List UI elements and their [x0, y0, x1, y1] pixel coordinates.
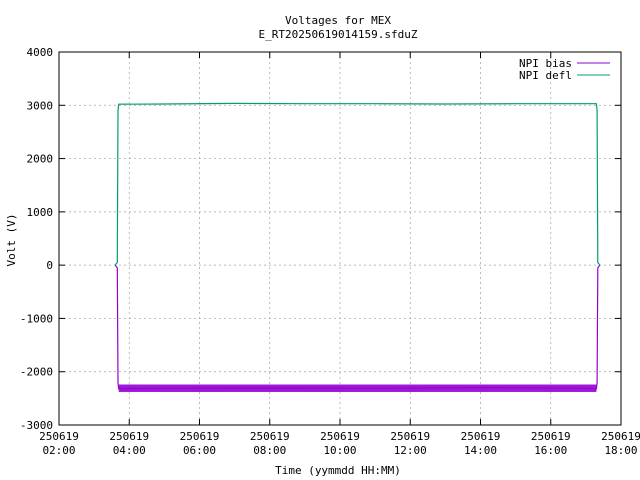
legend-label-npi-bias: NPI bias — [519, 57, 572, 70]
y-tick-label: 1000 — [27, 206, 54, 219]
x-axis-label: Time (yymmdd HH:MM) — [275, 464, 401, 477]
x-tick-label-time: 02:00 — [42, 444, 75, 457]
series-line-npi-bias — [114, 264, 601, 390]
x-tick-label-date: 250619 — [39, 430, 79, 443]
y-tick-label: 0 — [46, 259, 53, 272]
legend-label-npi-defl: NPI defl — [519, 69, 572, 82]
series-line-npi-defl — [114, 102, 601, 266]
x-tick-label-time: 16:00 — [534, 444, 567, 457]
x-tick-label-date: 250619 — [320, 430, 360, 443]
x-tick-label-time: 06:00 — [183, 444, 216, 457]
x-tick-label-time: 14:00 — [464, 444, 497, 457]
grid-layer — [59, 52, 621, 425]
y-tick-label: -3000 — [20, 419, 53, 432]
series-layer — [114, 102, 601, 392]
chart-subtitle: E_RT20250619014159.sfduZ — [259, 28, 418, 41]
x-tick-label-time: 08:00 — [253, 444, 286, 457]
x-tick-label-time: 04:00 — [113, 444, 146, 457]
x-tick-label-date: 250619 — [180, 430, 220, 443]
x-tick-label-date: 250619 — [250, 430, 290, 443]
x-tick-label-date: 250619 — [531, 430, 571, 443]
y-tick-label: -2000 — [20, 366, 53, 379]
x-tick-label-time: 12:00 — [394, 444, 427, 457]
x-tick-label-date: 250619 — [601, 430, 640, 443]
chart-title: Voltages for MEX — [285, 14, 391, 27]
y-axis-label: Volt (V) — [5, 214, 18, 267]
x-tick-label-time: 10:00 — [323, 444, 356, 457]
legend: NPI bias NPI defl — [519, 57, 610, 82]
tick-layer: 40003000200010000-1000-2000-300025061902… — [20, 46, 640, 457]
y-tick-label: 2000 — [27, 153, 54, 166]
x-tick-label-date: 250619 — [390, 430, 430, 443]
y-tick-label: 3000 — [27, 99, 54, 112]
x-tick-label-time: 18:00 — [604, 444, 637, 457]
y-tick-label: -1000 — [20, 312, 53, 325]
y-tick-label: 4000 — [27, 46, 54, 59]
plot-frame — [58, 51, 622, 426]
x-tick-label-date: 250619 — [461, 430, 501, 443]
x-tick-label-date: 250619 — [109, 430, 149, 443]
